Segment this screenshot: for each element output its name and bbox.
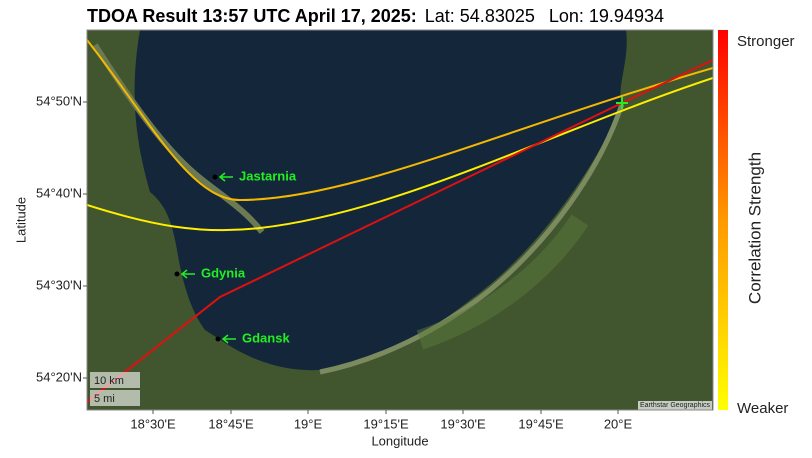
title: TDOA Result 13:57 UTC April 17, 2025: Lat…: [87, 6, 664, 26]
result-marker: [616, 97, 628, 109]
city-arrow: [180, 269, 195, 279]
colorbar: [718, 30, 728, 410]
scale-label: 10 km: [94, 375, 124, 387]
colorbar-label: Correlation Strength: [745, 152, 764, 304]
x-tick-label: 20°E: [604, 416, 633, 431]
x-tick-label: 19°30'E: [440, 416, 486, 431]
y-tick-label: 54°50'N: [36, 93, 82, 108]
latitude: Lat: 54.83025: [425, 6, 535, 26]
sea: [134, 30, 627, 371]
city-label: Gdansk: [242, 330, 290, 345]
y-tick-label: 54°30'N: [36, 277, 82, 292]
y-axis-label: Latitude: [13, 197, 28, 243]
x-tick-label: 19°45'E: [518, 416, 564, 431]
hyperbola: [87, 77, 713, 232]
colorbar-top: Stronger: [737, 33, 795, 50]
city-arrow: [218, 172, 233, 182]
y-tick-label: 54°20'N: [36, 369, 82, 384]
vistula-spit: [319, 103, 625, 375]
city-dot: [174, 271, 180, 277]
lagoon-algae: [416, 214, 589, 350]
city-label: Gdynia: [201, 265, 246, 280]
city-dot: [215, 336, 221, 342]
hyperbola: [87, 39, 713, 202]
x-tick-label: 19°E: [294, 416, 323, 431]
x-tick-label: 18°45'E: [208, 416, 254, 431]
scale-label: 5 mi: [94, 393, 115, 405]
title-text: TDOA Result 13:57 UTC April 17, 2025:: [87, 6, 417, 26]
colorbar-bottom: Weaker: [737, 400, 788, 417]
city-arrow: [221, 334, 236, 344]
attribution: Earthstar Geographics: [640, 402, 711, 409]
y-tick-label: 54°40'N: [36, 185, 82, 200]
city-dot: [212, 174, 218, 180]
x-tick-label: 18°30'E: [130, 416, 176, 431]
scale-box: [90, 372, 140, 388]
scale-box: [90, 390, 140, 406]
attribution-box: [638, 401, 712, 410]
city-label: Jastarnia: [239, 168, 297, 183]
map: [87, 30, 713, 410]
map-frame: [86, 29, 714, 411]
x-tick-label: 19°15'E: [363, 416, 409, 431]
hyperbola: [87, 59, 713, 403]
x-axis-label: Longitude: [371, 433, 428, 448]
longitude: Lon: 19.94934: [549, 6, 664, 26]
